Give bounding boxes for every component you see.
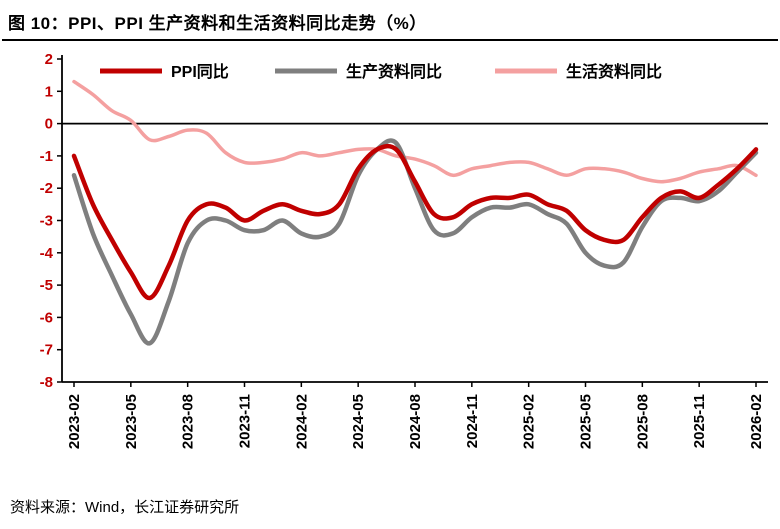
chart-area: 2 1 0 -1 -2 -3 -4 -5 -6 -7 -8 2023-02 2023-05 2023-08… <box>0 41 780 487</box>
x-tick-label: 2025-11 <box>691 394 708 448</box>
y-tick-label: -5 <box>40 277 53 294</box>
x-tick-label: 2025-02 <box>521 394 538 449</box>
y-tick-label: 2 <box>45 51 53 68</box>
x-tick-label: 2023-05 <box>123 394 140 449</box>
y-tick-label: 0 <box>45 116 53 133</box>
series-line-生产资料同比 <box>71 138 759 346</box>
x-tick-label: 2026-02 <box>748 394 765 449</box>
y-tick-label: -4 <box>40 245 54 262</box>
x-tick-label: 2025-08 <box>634 394 651 449</box>
x-tick-label: 2024-02 <box>293 394 310 449</box>
x-tick-label: 2025-05 <box>578 394 595 449</box>
series-line-PPI同比 <box>71 143 759 301</box>
y-tick-label: 1 <box>45 83 53 100</box>
y-tick-label: -3 <box>40 213 53 230</box>
legend-label: 生产资料同比 <box>346 62 442 81</box>
series-line-生活资料同比 <box>72 79 758 184</box>
x-axis-ticks: 2023-02 2023-05 2023-08 2023-11 2024-02 2024-… <box>66 382 765 449</box>
legend-item-2: 生产资料同比 <box>275 62 442 81</box>
x-tick-label: 2023-02 <box>66 394 83 449</box>
x-tick-label: 2024-11 <box>464 394 481 448</box>
y-axis-ticks: 2 1 0 -1 -2 -3 -4 -5 -6 -7 -8 <box>40 51 62 391</box>
x-tick-label: 2023-08 <box>180 394 197 449</box>
legend-label: PPI同比 <box>171 63 229 81</box>
y-tick-label: -7 <box>40 342 53 359</box>
title-divider <box>2 39 778 41</box>
y-tick-label: -8 <box>40 374 53 391</box>
legend-label: 生活资料同比 <box>566 62 662 81</box>
x-tick-label: 2024-08 <box>407 394 424 449</box>
source-note: 资料来源：Wind，长江证券研究所 <box>10 499 240 516</box>
legend: PPI同比 生产资料同比 生活资料同比 <box>100 62 662 81</box>
x-tick-label: 2024-05 <box>350 394 367 449</box>
chart-title: 图 10：PPI、PPI 生产资料和生活资料同比走势（%） <box>8 14 427 33</box>
y-tick-label: -2 <box>40 180 53 197</box>
legend-item-3: 生活资料同比 <box>495 62 662 81</box>
legend-item-1: PPI同比 <box>100 63 229 81</box>
y-tick-label: -1 <box>40 148 53 165</box>
line-chart: 2 1 0 -1 -2 -3 -4 -5 -6 -7 -8 2023-02 2023-05 2023-08… <box>40 51 768 449</box>
x-tick-label: 2023-11 <box>237 394 254 448</box>
y-tick-label: -6 <box>40 309 53 326</box>
series-lines <box>71 79 759 346</box>
